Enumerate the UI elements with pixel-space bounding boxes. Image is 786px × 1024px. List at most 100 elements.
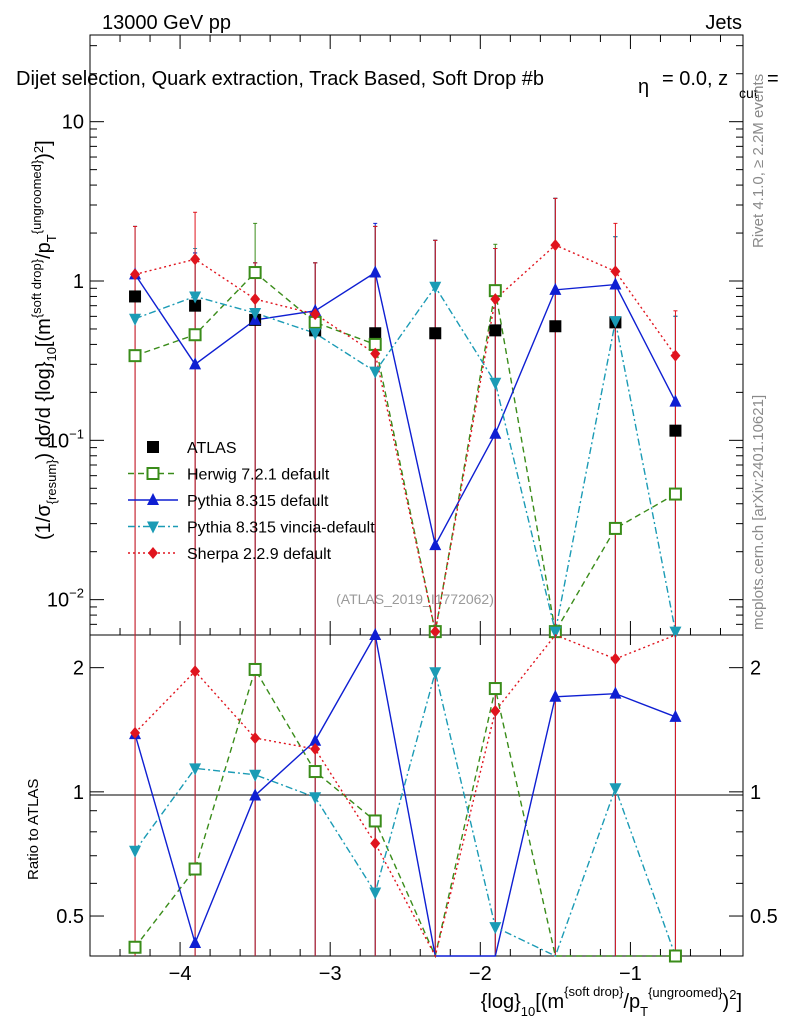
data-point <box>189 357 202 370</box>
legend-label: ATLAS <box>187 440 237 457</box>
data-point <box>609 277 622 290</box>
ratio-data-point <box>249 788 262 801</box>
series-line <box>134 271 677 548</box>
legend-marker <box>147 493 159 505</box>
ratio-data-point <box>248 662 262 676</box>
ratio-data-point <box>309 733 322 746</box>
ratio-right-tick-label: 0.5 <box>750 906 778 928</box>
ratio-tick-label: 0.5 <box>56 906 84 928</box>
data-point <box>669 626 682 639</box>
ratio-series-line <box>134 667 676 959</box>
ratio-data-point <box>189 936 202 949</box>
legend-label: Sherpa 2.2.9 default <box>187 546 332 563</box>
data-point <box>249 307 262 320</box>
x-tick-label: −1 <box>619 963 642 985</box>
y-axis-title-ratio: Ratio to ATLAS <box>25 779 42 880</box>
ratio-right-tick-label: 2 <box>750 658 761 680</box>
ratio-data-point <box>249 769 262 782</box>
data-point <box>429 327 442 340</box>
x-tick-label: −3 <box>319 963 342 985</box>
legend-marker <box>147 441 159 453</box>
title-zcut: = 0.0, z <box>662 68 728 90</box>
ratio-data-point <box>188 862 202 876</box>
data-point <box>609 316 622 329</box>
ratio-data-point <box>370 837 381 850</box>
data-point <box>189 299 202 312</box>
title-cut-subscript: cut <box>739 85 758 101</box>
ratio-data-point <box>489 922 502 935</box>
y-tick-label: 10−2 <box>47 586 84 612</box>
data-point <box>670 349 681 362</box>
series-line <box>134 244 677 632</box>
data-point <box>189 291 202 304</box>
data-point <box>128 349 142 363</box>
ratio-data-point <box>128 940 142 954</box>
data-point <box>669 424 682 437</box>
ratio-data-point <box>369 628 382 640</box>
data-point <box>188 328 202 342</box>
data-point <box>608 521 622 535</box>
data-point <box>369 265 382 278</box>
ratio-tick-label: 2 <box>73 658 84 680</box>
data-point <box>429 281 442 294</box>
ratio-data-point <box>310 743 321 756</box>
x-tick-label: −2 <box>469 963 492 985</box>
legend-label: Herwig 7.2.1 default <box>187 467 330 484</box>
ratio-series-line <box>134 672 677 957</box>
data-point <box>190 253 201 266</box>
axis-ticks: −4 −3 −2 −1 10−2 10−1 1 10 0.5 0.5 1 1 2 2 <box>47 35 778 985</box>
data-point <box>610 265 621 278</box>
legend: ATLAS Herwig 7.2.1 default Pythia 8.315 de… <box>128 440 375 563</box>
selection-title: Dijet selection, Quark extraction, Track… <box>16 68 544 90</box>
title-equals: = <box>767 68 779 90</box>
data-point <box>369 366 382 379</box>
data-point <box>429 538 442 551</box>
legend-marker <box>147 521 159 534</box>
ratio-data-point <box>669 709 682 722</box>
ratio-data-point <box>668 949 682 963</box>
analysis-watermark: (ATLAS_2019_I1772062) <box>336 591 494 607</box>
mcplots-label: mcplots.cern.ch [arXiv:2401.10621] <box>750 395 767 630</box>
ratio-data-point <box>609 686 622 699</box>
data-point <box>489 426 502 439</box>
y-tick-label: 1 <box>73 271 84 293</box>
ratio-data-point <box>488 682 502 696</box>
data-point <box>130 268 141 281</box>
y-tick-label: 10 <box>62 112 84 134</box>
series-line <box>134 285 677 632</box>
data-point <box>129 313 142 326</box>
x-tick-label: −4 <box>169 963 192 985</box>
data-point <box>549 626 562 639</box>
data-point <box>489 377 502 390</box>
category-label: Jets <box>705 12 742 34</box>
data-point <box>549 320 562 333</box>
y-axis-title-main: (1/σ{resum}) dσ/d {log}10[(m{soft drop}/… <box>29 140 59 540</box>
legend-label: Pythia 8.315 vincia-default <box>187 520 375 537</box>
ratio-data-point <box>609 783 622 796</box>
title-eta: η <box>638 76 649 98</box>
legend-marker <box>148 547 158 559</box>
ratio-data-point <box>129 845 142 858</box>
ratio-series-line <box>134 632 676 957</box>
x-axis-title: {log}10[(m{soft drop}/pT{ungroomed})2] <box>481 984 742 1019</box>
data-point <box>489 324 502 337</box>
main-plot-frame <box>89 34 744 636</box>
ratio-data-point <box>309 792 322 805</box>
data-point <box>550 239 561 252</box>
ratio-data-point <box>250 732 261 745</box>
main-series-group <box>128 197 682 639</box>
ratio-right-tick-label: 1 <box>750 782 761 804</box>
y-tick-label: 10−1 <box>47 426 84 452</box>
ratio-data-point <box>610 652 621 665</box>
energy-label: 13000 GeV pp <box>102 12 231 34</box>
data-point <box>310 308 321 321</box>
ratio-tick-label: 1 <box>73 782 84 804</box>
ratio-data-point <box>308 765 322 779</box>
ratio-data-point <box>429 667 442 680</box>
data-point <box>250 293 261 306</box>
data-point <box>369 327 382 340</box>
ratio-data-point <box>130 726 141 739</box>
ratio-series-group <box>128 628 682 963</box>
legend-label: Pythia 8.315 default <box>187 493 329 510</box>
